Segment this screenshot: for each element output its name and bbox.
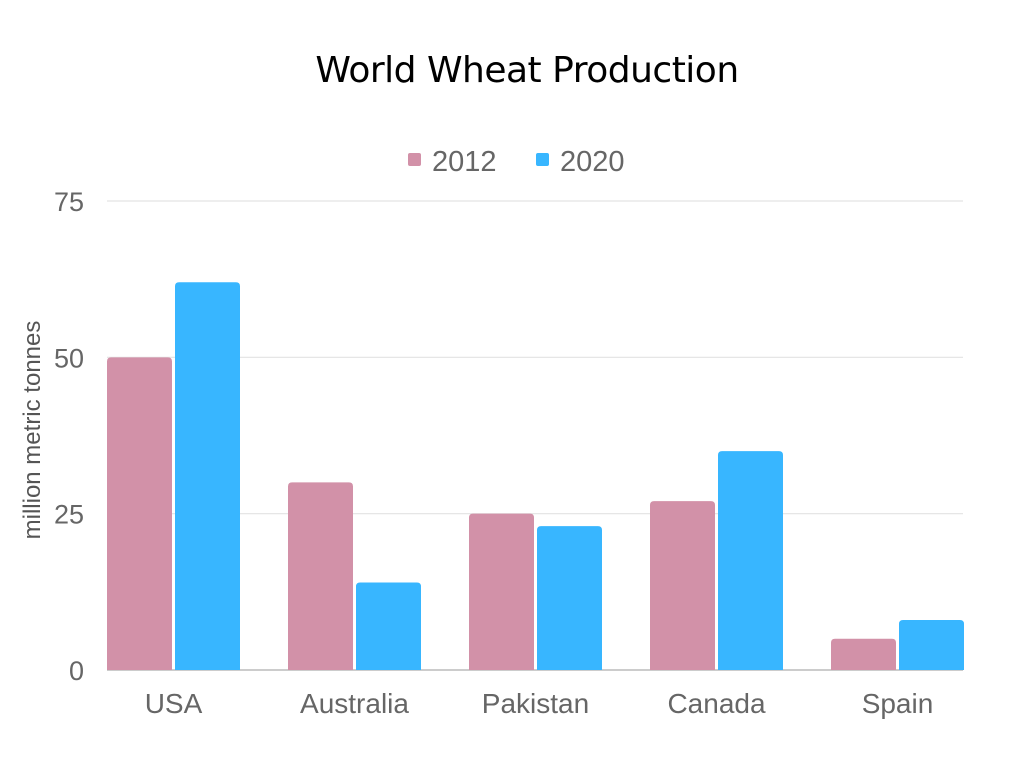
bar-australia-2012 bbox=[288, 482, 353, 670]
legend-label-2020: 2020 bbox=[560, 146, 625, 178]
bar-usa-2020 bbox=[175, 282, 240, 670]
legend-swatch-2012 bbox=[408, 153, 421, 166]
legend-swatch-2020 bbox=[536, 153, 549, 166]
bar-canada-2012 bbox=[650, 501, 715, 670]
x-axis-categories: USA Australia Pakistan Canada Spain bbox=[145, 688, 934, 719]
legend-label-2012: 2012 bbox=[432, 146, 497, 178]
y-tick-label-2: 50 bbox=[54, 343, 84, 373]
x-category-label-1: Australia bbox=[300, 688, 409, 719]
y-axis-label: million metric tonnes bbox=[19, 321, 46, 540]
y-axis-ticks: 0 25 50 75 bbox=[54, 187, 84, 686]
bar-usa-2012 bbox=[107, 357, 172, 670]
chart-title: World Wheat Production bbox=[315, 50, 739, 91]
x-category-label-2: Pakistan bbox=[482, 688, 589, 719]
bar-canada-2020 bbox=[718, 451, 783, 670]
bar-pakistan-2012 bbox=[469, 513, 534, 670]
legend: 2012 2020 bbox=[408, 146, 625, 178]
y-tick-label-3: 75 bbox=[54, 187, 84, 217]
y-tick-label-0: 0 bbox=[69, 656, 84, 686]
x-category-label-3: Canada bbox=[667, 688, 766, 719]
bar-spain-2012 bbox=[831, 638, 896, 670]
bar-australia-2020 bbox=[356, 582, 421, 670]
gridlines bbox=[107, 200, 963, 671]
bar-spain-2020 bbox=[899, 619, 964, 670]
x-category-label-0: USA bbox=[145, 688, 203, 719]
bars bbox=[107, 282, 964, 670]
bar-pakistan-2020 bbox=[537, 526, 602, 670]
x-category-label-4: Spain bbox=[862, 688, 934, 719]
y-tick-label-1: 25 bbox=[54, 500, 84, 530]
